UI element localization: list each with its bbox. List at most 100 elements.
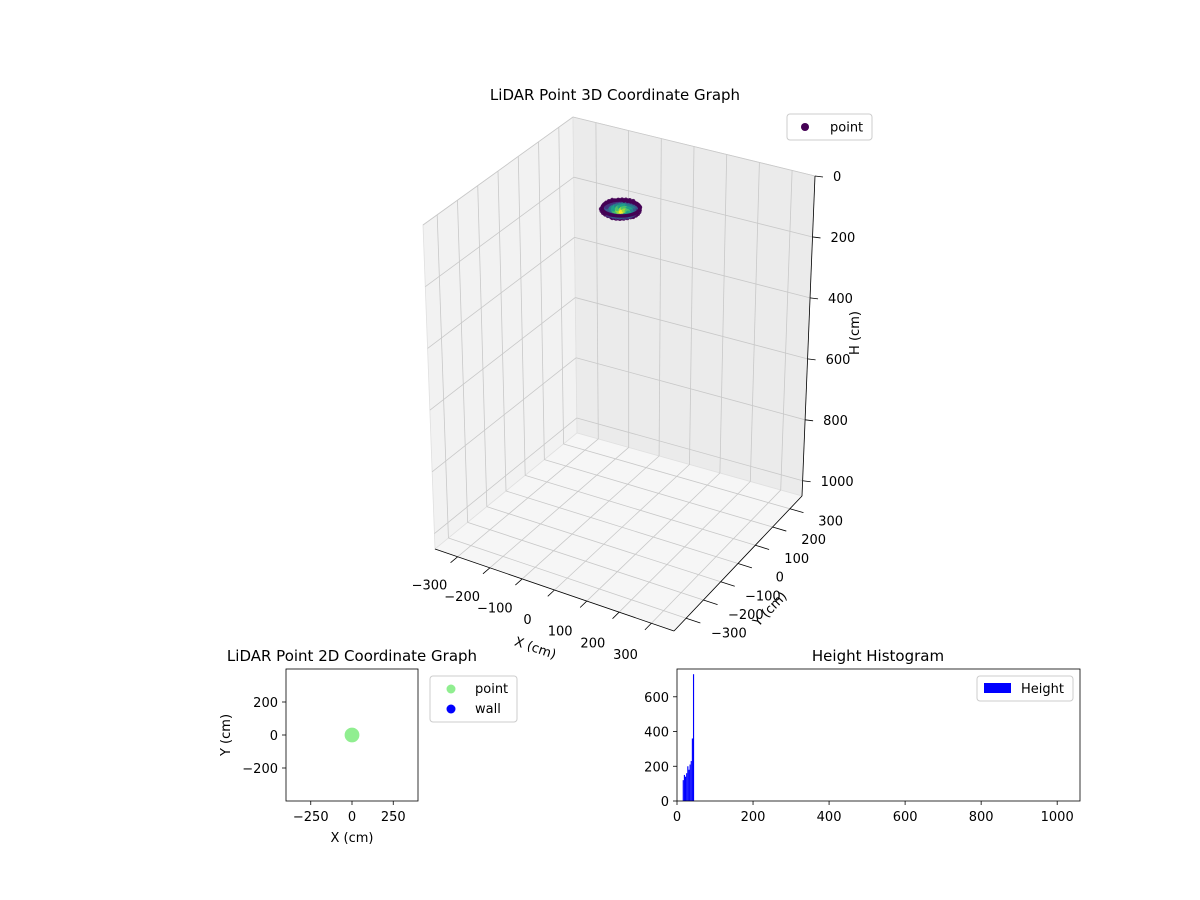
y-tick-label: 200 <box>801 533 826 548</box>
grid-line-z <box>575 297 808 360</box>
grid-line-z <box>425 176 574 288</box>
y-tick-label: 200 <box>644 760 669 775</box>
z-tick-mark <box>814 175 824 178</box>
z-axis-label-3d: H (cm) <box>848 311 863 355</box>
y-tick-label: 0 <box>661 795 669 810</box>
grid-line-z <box>431 357 577 473</box>
histogram-frame <box>676 668 1081 802</box>
grid-3d <box>422 116 816 624</box>
grid-line-y <box>448 537 687 619</box>
grid-line-y <box>486 506 721 583</box>
histogram-bar <box>682 780 684 801</box>
grid-line-y <box>563 443 791 510</box>
x-tick-label: 0 <box>348 810 356 825</box>
legend-frame <box>976 675 1074 702</box>
legend-3d[interactable]: point <box>786 113 873 141</box>
x-tick-label: −250 <box>293 810 329 825</box>
x-tick-mark <box>612 611 620 619</box>
y-tick-label: 200 <box>253 696 278 711</box>
x-tick-label: 0 <box>673 810 681 825</box>
legend-label-height: Height <box>1021 682 1064 697</box>
z-tick-mark <box>812 236 821 239</box>
y-tick-mark <box>772 526 787 532</box>
grid-line-x <box>719 154 728 474</box>
x-tick-label: 200 <box>741 810 766 825</box>
y-tick-mark <box>703 599 718 606</box>
point-cluster-3d <box>598 197 643 221</box>
grid-line-y <box>525 474 756 546</box>
grid-line-x <box>749 162 760 482</box>
grid-line-y <box>477 185 488 507</box>
y-axis-label-2d: Y (cm) <box>219 714 234 757</box>
plot2d: LiDAR Point 2D Coordinate Graph −250 0 250… <box>219 647 518 846</box>
histogram: Height Histogram 0 200 400 600 800 1000 0 200 40… <box>644 647 1081 825</box>
histogram-bar <box>687 766 689 801</box>
grid-line-z <box>427 237 575 349</box>
ticks-histogram: 0 200 400 600 800 1000 0 200 400 600 <box>644 691 1074 825</box>
grid-line-x <box>658 138 662 456</box>
y-tick-label: −200 <box>728 608 764 623</box>
grid-line-y <box>538 141 545 460</box>
legend-label-wall: wall <box>475 702 501 717</box>
x-tick-label: −200 <box>444 590 480 605</box>
grid-line-y <box>505 490 739 564</box>
z-tick-mark <box>805 419 814 422</box>
x-tick-label: 0 <box>523 613 531 628</box>
z-tick-label: 0 <box>833 170 841 185</box>
z-axis-line <box>801 175 816 497</box>
z-tick-label: 200 <box>831 231 856 246</box>
grid-line-x <box>595 122 599 439</box>
grid-line-y <box>436 214 449 539</box>
x-tick-label: 800 <box>969 810 994 825</box>
ticks-3d: −300−200−1000100200300−300−200−100010020… <box>412 170 856 663</box>
grid-line-z <box>574 236 811 299</box>
histogram-bar <box>684 776 687 801</box>
y-tick-mark <box>685 617 701 624</box>
legend-histogram[interactable]: Height <box>976 675 1074 702</box>
grid-line-z <box>572 116 816 177</box>
histogram-bar <box>686 773 688 801</box>
histogram-title: Height Histogram <box>812 647 944 665</box>
grid-line-z <box>434 417 578 534</box>
grid-line-z <box>576 417 803 482</box>
plot2d-area <box>344 727 360 743</box>
ticks-2d: −250 0 250 −200 0 200 <box>242 696 405 825</box>
y-tick-label: −100 <box>745 589 781 604</box>
x-tick-label: 100 <box>548 625 573 640</box>
z-tick-mark <box>807 358 816 361</box>
y-tick-label: 100 <box>784 552 809 567</box>
y-tick-label: 600 <box>644 691 669 706</box>
y-tick-label: 300 <box>818 514 843 529</box>
histogram-bar <box>689 764 691 801</box>
y-tick-mark <box>789 508 804 514</box>
grid-line-y <box>544 459 773 528</box>
grid-line-z <box>422 116 574 226</box>
grid-line-z <box>429 297 576 411</box>
plot3d-title: LiDAR Point 3D Coordinate Graph <box>490 86 740 104</box>
x-tick-mark <box>450 556 458 563</box>
plot3d: LiDAR Point 3D Coordinate Graph −300−200… <box>412 86 873 663</box>
legend-label-point: point <box>475 682 508 697</box>
grid-line-x <box>780 170 793 491</box>
z-tick-label: 1000 <box>821 475 854 490</box>
grid-line-y <box>558 127 564 444</box>
y-tick-mark <box>737 563 753 569</box>
x-tick-label: −100 <box>477 602 513 617</box>
legend-2d[interactable]: point wall <box>429 675 518 723</box>
cluster-rim <box>600 198 642 218</box>
x-tick-label: 1000 <box>1041 810 1074 825</box>
histogram-bars <box>682 674 695 801</box>
x-tick-mark <box>644 622 652 631</box>
x-tick-mark <box>579 600 588 608</box>
y-tick-label: −200 <box>242 762 278 777</box>
x-tick-label: 250 <box>381 810 406 825</box>
x-tick-label: −300 <box>412 578 448 593</box>
z-tick-label: 400 <box>828 292 853 307</box>
grid-line-y <box>517 156 526 476</box>
y-tick-mark <box>720 581 735 587</box>
histogram-bar <box>691 738 693 801</box>
grid-line-y <box>457 200 469 523</box>
z-tick-mark <box>809 297 819 300</box>
grid-line-z <box>575 357 806 421</box>
